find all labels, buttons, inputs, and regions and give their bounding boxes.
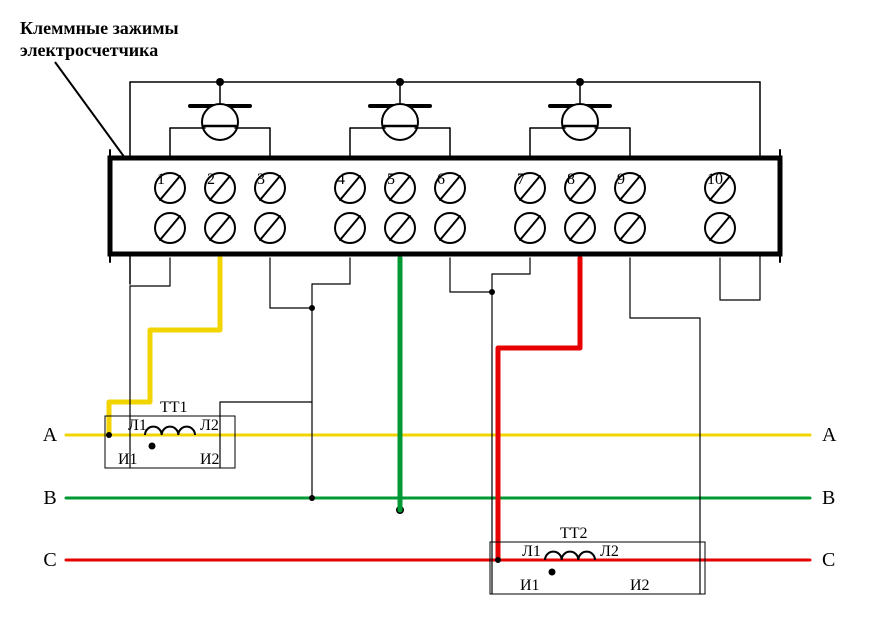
phase-label-left-B: B	[43, 487, 56, 509]
svg-text:И2: И2	[200, 451, 220, 468]
phase-label-right-B: B	[822, 487, 835, 509]
terminal-number-8: 8	[567, 171, 575, 188]
phase-label-right-A: A	[822, 424, 837, 446]
svg-text:электросчетчика: электросчетчика	[20, 40, 158, 60]
svg-text:И1: И1	[118, 451, 138, 468]
terminal-number-2: 2	[207, 171, 215, 188]
svg-text:Л1: Л1	[128, 417, 147, 434]
terminal-number-6: 6	[437, 171, 445, 188]
svg-text:ТТ2: ТТ2	[560, 525, 588, 542]
terminal-number-7: 7	[517, 171, 525, 188]
terminal-number-5: 5	[387, 171, 395, 188]
svg-text:И2: И2	[630, 577, 650, 594]
phase-label-right-C: C	[822, 549, 835, 571]
title-leader	[55, 62, 125, 158]
phase-lines: A A B B C C	[43, 424, 837, 571]
svg-text:Л1: Л1	[522, 543, 541, 560]
terminal-number-4: 4	[337, 171, 345, 188]
wire-red	[498, 258, 580, 560]
svg-text:И1: И1	[520, 577, 540, 594]
svg-text:Клеммные зажимы: Клеммные зажимы	[20, 18, 179, 38]
title: Клеммные зажимыэлектросчетчика	[20, 18, 179, 60]
svg-text:ТТ1: ТТ1	[160, 399, 188, 416]
phase-label-left-A: A	[43, 424, 58, 446]
phase-label-left-C: C	[43, 549, 56, 571]
svg-text:Л2: Л2	[600, 543, 619, 560]
terminal-number-9: 9	[617, 171, 625, 188]
terminal-number-3: 3	[257, 171, 265, 188]
svg-text:Л2: Л2	[200, 417, 219, 434]
terminal-number-1: 1	[157, 171, 165, 188]
ct1: ТТ1 Л1 Л2 И1 И2	[105, 286, 312, 468]
terminal-number-10: 10	[707, 171, 723, 188]
terminal-block: 1 2 3 4 5 6 7 8 9 10	[110, 150, 780, 262]
